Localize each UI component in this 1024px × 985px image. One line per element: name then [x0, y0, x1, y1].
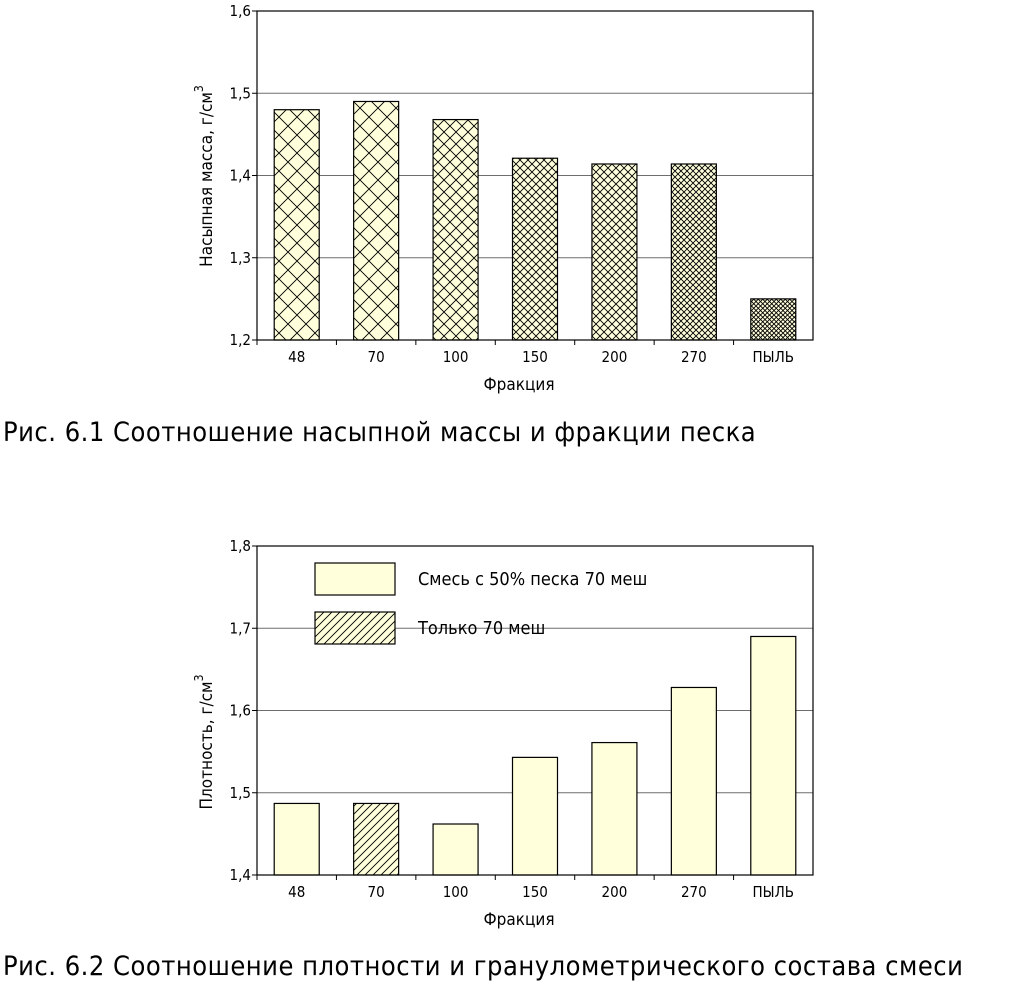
- x-tick-label: 150: [522, 883, 548, 901]
- legend-label-70mesh: Только 70 меш: [417, 618, 545, 639]
- x-tick-label: 270: [681, 883, 707, 901]
- chart2-y-axis-label: Плотность, г/см3: [192, 675, 217, 810]
- bar-48: [273, 109, 320, 341]
- y-tick-label: 1,4: [230, 167, 251, 185]
- bar-150: [511, 756, 559, 876]
- legend-label-mix: Смесь с 50% песка 70 меш: [418, 569, 647, 590]
- y-tick-label: 1,4: [230, 866, 251, 884]
- legend-swatch-mix: [314, 562, 396, 596]
- chart1-y-axis-label: Насыпная масса, г/см3: [192, 85, 217, 267]
- chart1-y-ticks: 1,2 1,3 1,4 1,5 1,6: [230, 2, 257, 349]
- bar-200: [591, 741, 638, 876]
- chart2-y-axis-label-text: Плотность, г/см: [197, 681, 217, 809]
- bulk-mass-chart: 1,2 1,3 1,4 1,5 1,6 48 70 100 150 200 270 ПЫЛЬ Фра…: [3, 2, 814, 448]
- bar-70: [353, 100, 400, 341]
- x-tick-label: 70: [368, 883, 385, 901]
- chart1-caption: Рис. 6.1 Соотношение насыпной массы и фр…: [3, 417, 756, 448]
- x-tick-label: ПЫЛЬ: [753, 348, 794, 366]
- chart2-y-ticks: 1,4 1,5 1,6 1,7 1,8: [230, 537, 257, 884]
- chart1-x-axis-label: Фракция: [483, 375, 554, 395]
- bar-200: [591, 163, 638, 341]
- chart2-x-axis-label: Фракция: [483, 910, 554, 930]
- y-tick-label: 1,5: [230, 84, 251, 102]
- x-tick-label: 200: [602, 883, 628, 901]
- bar-48: [273, 802, 320, 876]
- bar-100: [432, 118, 479, 341]
- bar-ПЫЛЬ: [750, 635, 797, 876]
- bar-270: [670, 163, 717, 341]
- y-tick-label: 1,2: [230, 331, 251, 349]
- chart1-y-axis-label-text: Насыпная масса, г/см: [197, 92, 217, 267]
- x-tick-label: 48: [288, 883, 305, 901]
- density-chart: 1,4 1,5 1,6 1,7 1,8 48 70 100 150 200 270 ПЫЛЬ Сме…: [3, 537, 963, 982]
- x-tick-label: 200: [602, 348, 628, 366]
- chart2-x-ticks: 48 70 100 150 200 270 ПЫЛЬ: [256, 875, 794, 901]
- bar-270: [670, 686, 717, 876]
- x-tick-label: 70: [368, 348, 385, 366]
- y-tick-label: 1,6: [230, 702, 251, 720]
- chart2-bars: [273, 635, 797, 876]
- bar-70: [353, 802, 400, 876]
- chart2-caption: Рис. 6.2 Соотношение плотности и грануло…: [3, 951, 963, 982]
- y-tick-label: 1,6: [230, 2, 251, 20]
- y-tick-label: 1,3: [230, 249, 251, 267]
- chart1-y-axis-label-sup: 3: [192, 85, 206, 92]
- chart2-y-axis-label-sup: 3: [192, 675, 206, 682]
- bar-ПЫЛЬ: [750, 298, 797, 341]
- y-tick-label: 1,7: [230, 619, 251, 637]
- x-tick-label: 150: [522, 348, 548, 366]
- chart2-legend: Смесь с 50% песка 70 меш Только 70 меш: [314, 562, 647, 645]
- bar-100: [432, 823, 479, 876]
- chart1-x-ticks: 48 70 100 150 200 270 ПЫЛЬ: [256, 340, 794, 366]
- x-tick-label: 100: [443, 883, 469, 901]
- y-tick-label: 1,5: [230, 784, 251, 802]
- x-tick-label: 270: [681, 348, 707, 366]
- x-tick-label: 48: [288, 348, 305, 366]
- x-tick-label: 100: [443, 348, 469, 366]
- x-tick-label: ПЫЛЬ: [753, 883, 794, 901]
- chart1-bars: [273, 100, 797, 341]
- bar-150: [511, 157, 559, 341]
- y-tick-label: 1,8: [230, 537, 251, 555]
- legend-swatch-70mesh: [314, 611, 396, 645]
